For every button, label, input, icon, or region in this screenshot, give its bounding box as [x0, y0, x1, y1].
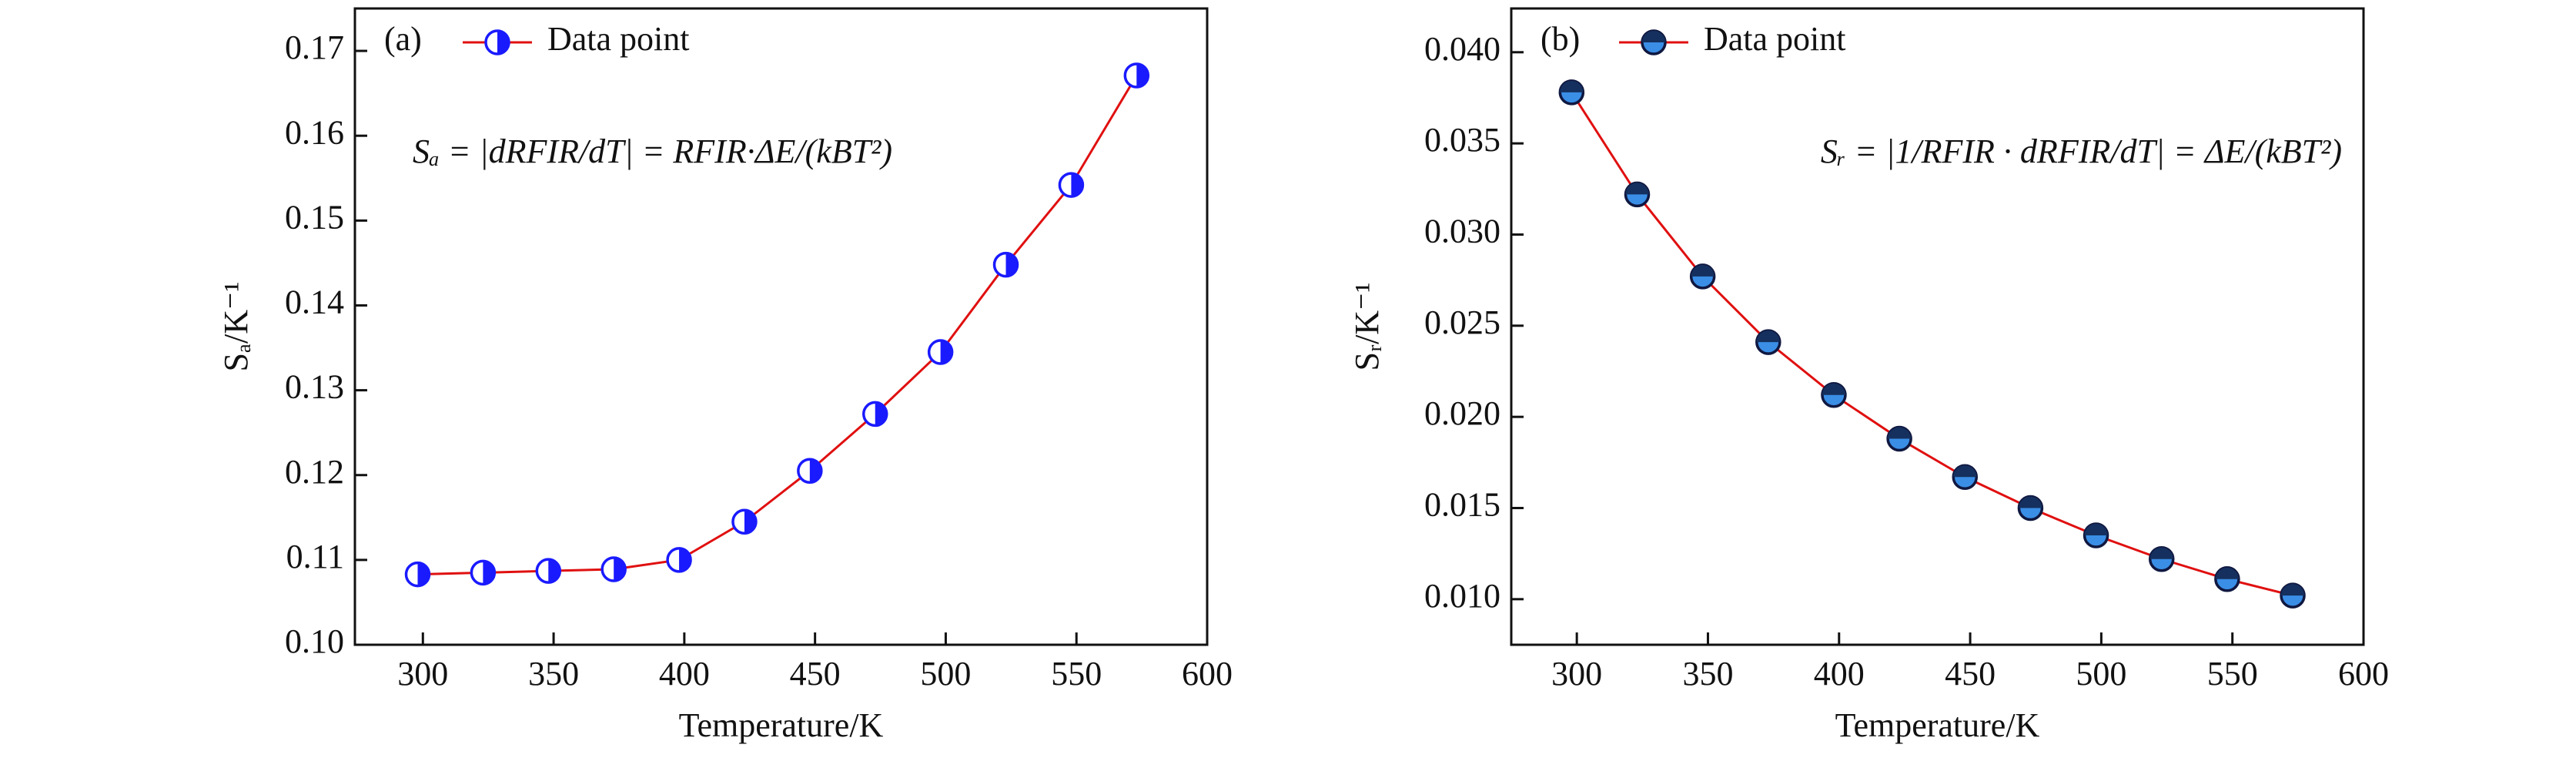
- x-axis-label: Temperature/K: [679, 706, 884, 744]
- markers: [1558, 79, 2306, 609]
- x-tick-label: 450: [790, 655, 841, 693]
- x-tick-label: 400: [659, 655, 710, 693]
- y-tick-label: 0.16: [285, 113, 344, 151]
- y-tick-label: 0.025: [1424, 304, 1500, 341]
- panel-label: (b): [1541, 20, 1580, 58]
- y-tick-label: 0.030: [1424, 213, 1500, 250]
- y-axis-label: Sᵣ/K⁻¹: [1348, 283, 1386, 371]
- data-point: [1886, 425, 1912, 452]
- marker-half: [1136, 64, 1149, 88]
- y-tick-label: 0.035: [1424, 121, 1500, 159]
- marker-half: [1005, 253, 1018, 277]
- y-tick-label: 0.12: [285, 453, 344, 491]
- y-axis-label: Sₐ/K⁻¹: [217, 282, 255, 372]
- data-point: [797, 458, 823, 484]
- y-tick-label: 0.11: [286, 538, 344, 575]
- y-tick-label: 0.020: [1424, 394, 1500, 432]
- data-point: [601, 556, 627, 582]
- data-point: [1689, 263, 1716, 290]
- marker-half: [417, 562, 430, 586]
- marker-half: [2084, 523, 2108, 535]
- marker-half: [1642, 31, 1665, 42]
- marker-half: [2019, 496, 2042, 508]
- data-point: [404, 561, 431, 588]
- y-tick-label: 0.15: [285, 198, 344, 236]
- data-point: [535, 558, 562, 584]
- x-tick-label: 350: [1682, 655, 1733, 693]
- marker-half: [548, 559, 560, 583]
- data-point: [861, 401, 888, 428]
- marker-half: [2281, 584, 2305, 596]
- data-point: [1123, 62, 1150, 89]
- markers: [404, 62, 1150, 588]
- marker-half: [744, 510, 756, 534]
- data-point: [1058, 172, 1085, 198]
- marker-half: [679, 548, 691, 572]
- marker-half: [483, 561, 495, 585]
- plot-frame: [1510, 7, 2365, 646]
- data-point: [666, 547, 692, 573]
- x-tick-label: 300: [1551, 655, 1602, 693]
- marker-half: [1625, 183, 1649, 195]
- data-point: [1755, 329, 1781, 355]
- data-point: [2214, 566, 2240, 592]
- y-tick-label: 0.040: [1424, 30, 1500, 68]
- x-tick-label: 600: [2338, 655, 2389, 693]
- data-point: [2280, 582, 2306, 609]
- legend-label: Data point: [547, 20, 690, 58]
- data-point: [992, 251, 1019, 278]
- marker-half: [1953, 465, 1977, 478]
- marker-half: [497, 31, 509, 54]
- annotation: Sₐ = |dRFIR/dT| = RFIR·ΔE/(kBT²): [413, 132, 892, 170]
- marker-half: [1756, 330, 1780, 343]
- marker-half: [940, 340, 952, 364]
- marker-half: [1822, 383, 1845, 395]
- y-tick-label: 0.015: [1424, 486, 1500, 524]
- y-tick-label: 0.010: [1424, 577, 1500, 615]
- x-tick-label: 450: [1945, 655, 1996, 693]
- legend-marker: [484, 29, 510, 55]
- marker-half: [2149, 547, 2173, 559]
- x-tick-label: 350: [528, 655, 579, 693]
- marker-half: [1560, 80, 1584, 92]
- data-point: [2148, 546, 2175, 572]
- x-tick-label: 550: [1051, 655, 1102, 693]
- y-tick-label: 0.14: [285, 283, 344, 321]
- legend-label: Data point: [1704, 20, 1846, 58]
- marker-half: [614, 557, 626, 581]
- marker-half: [1691, 264, 1715, 277]
- legend-marker: [1641, 29, 1667, 55]
- data-point: [2017, 495, 2044, 522]
- x-tick-label: 400: [1814, 655, 1865, 693]
- annotation: Sᵣ = |1/RFIR · dRFIR/dT| = ΔE/(kBT²): [1821, 132, 2342, 170]
- x-tick-label: 300: [397, 655, 448, 693]
- x-tick-label: 500: [920, 655, 971, 693]
- data-point: [1821, 382, 1847, 408]
- data-point: [731, 508, 758, 535]
- y-tick-label: 0.13: [285, 368, 344, 406]
- x-axis-label: Temperature/K: [1835, 706, 2040, 744]
- x-tick-label: 500: [2076, 655, 2126, 693]
- marker-half: [1888, 427, 1912, 439]
- y-tick-label: 0.10: [285, 622, 344, 660]
- x-tick-label: 550: [2207, 655, 2258, 693]
- data-point: [470, 559, 497, 586]
- x-tick-label: 600: [1182, 655, 1233, 693]
- data-point: [1558, 79, 1585, 106]
- data-point: [2083, 522, 2109, 548]
- y-tick-label: 0.17: [285, 29, 344, 66]
- panel-label: (a): [384, 20, 422, 58]
- data-point: [1952, 464, 1979, 491]
- marker-half: [875, 402, 887, 426]
- data-point: [1624, 181, 1651, 208]
- data-point: [927, 339, 954, 365]
- marker-half: [2215, 567, 2239, 579]
- marker-half: [809, 459, 821, 483]
- plot-frame: [353, 7, 1209, 646]
- marker-half: [1071, 173, 1083, 197]
